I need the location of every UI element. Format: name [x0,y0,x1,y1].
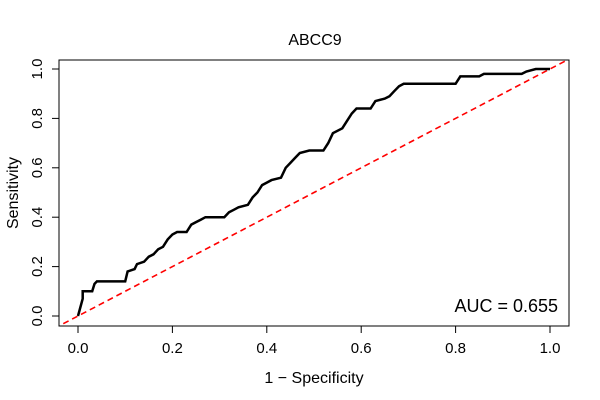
y-tick-label: 0.4 [29,207,46,228]
chart-title: ABCC9 [288,32,341,49]
x-tick-label: 0.6 [351,340,372,357]
x-tick-label: 1.0 [540,340,561,357]
y-tick-label: 0.0 [29,306,46,327]
y-tick-label: 0.6 [29,157,46,178]
y-axis: 0.0 0.2 0.4 0.6 0.8 1.0 [29,59,60,327]
x-axis: 0.0 0.2 0.4 0.6 0.8 1.0 [68,325,561,357]
plot-area [59,60,569,326]
x-axis-label: 1 − Specificity [264,370,363,387]
auc-annotation: AUC = 0.655 [454,296,558,316]
y-tick-label: 1.0 [29,59,46,80]
y-tick-label: 0.8 [29,108,46,129]
y-axis-label: Sensitivity [5,157,22,229]
x-tick-label: 0.0 [68,340,89,357]
x-tick-label: 0.8 [445,340,466,357]
reference-diagonal-line [59,60,569,326]
x-tick-label: 0.4 [256,340,277,357]
y-tick-label: 0.2 [29,256,46,277]
roc-curve-line [76,67,550,317]
x-tick-label: 0.2 [162,340,183,357]
